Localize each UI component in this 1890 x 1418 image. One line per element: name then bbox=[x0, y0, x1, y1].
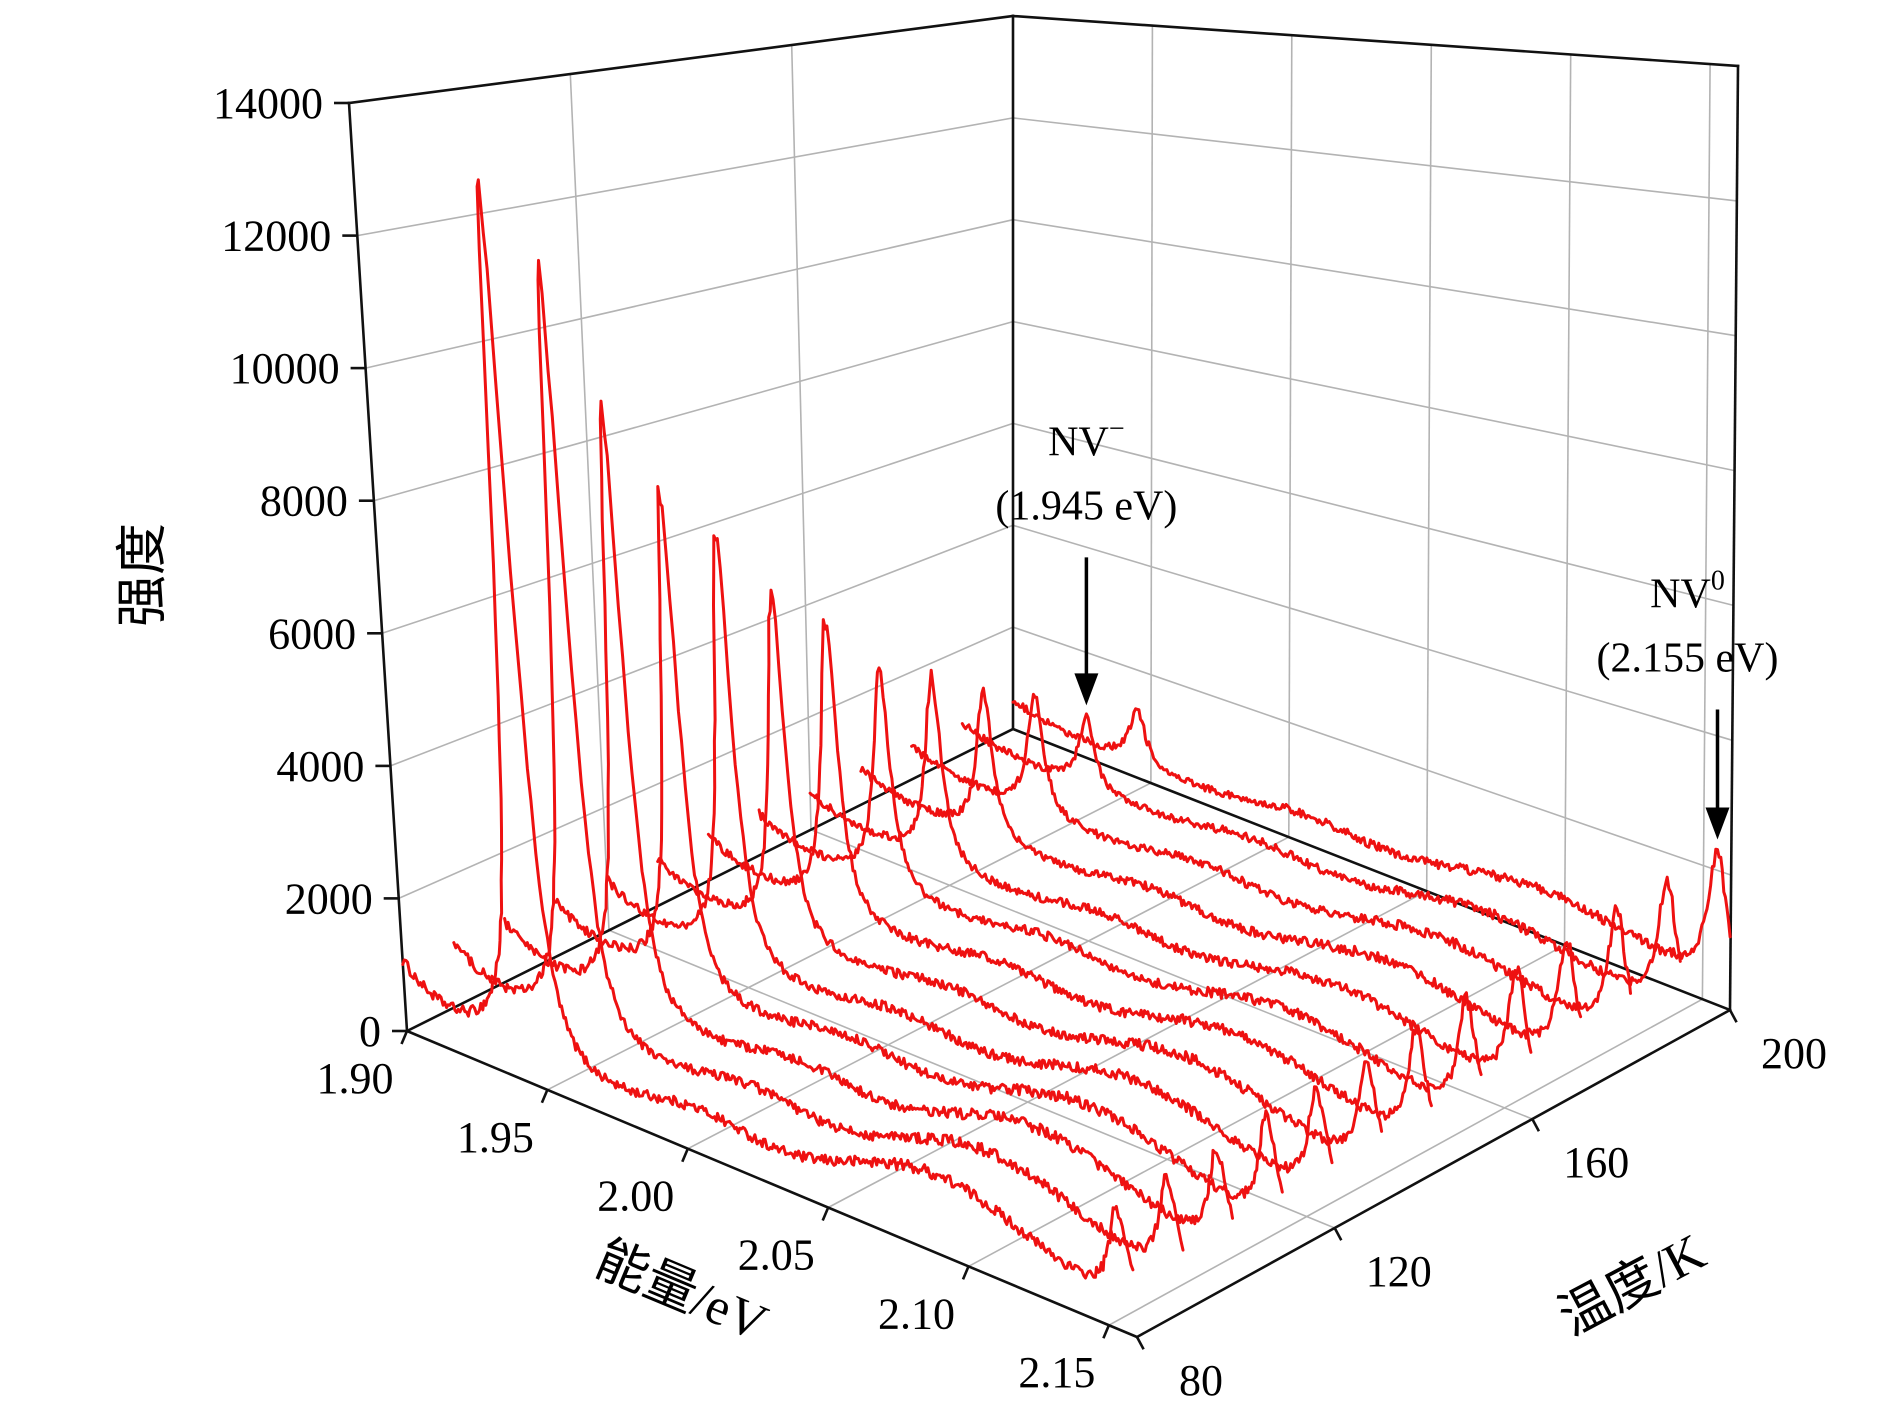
rightwall-grid-line bbox=[1288, 35, 1293, 838]
floor-grid-line bbox=[547, 782, 1152, 1091]
leftwall-grid-line bbox=[357, 117, 1014, 237]
annotation-arrowhead-icon bbox=[1074, 673, 1099, 706]
x-tick-label: 1.95 bbox=[457, 1113, 534, 1162]
x-tick-label: 2.00 bbox=[597, 1172, 674, 1221]
frame-edge bbox=[1728, 64, 1740, 1012]
y-tick bbox=[1728, 1009, 1738, 1023]
x-tick-label: 2.05 bbox=[738, 1231, 815, 1280]
rightwall-grid-line bbox=[1012, 218, 1736, 337]
frame-edge bbox=[347, 14, 1015, 105]
leftwall-grid-line bbox=[398, 626, 1014, 900]
annotation-arrowhead-icon bbox=[1705, 807, 1730, 840]
y-axis-label: 温度/K bbox=[1550, 1223, 1715, 1347]
y-tick bbox=[1531, 1118, 1541, 1132]
x-tick-label: 2.10 bbox=[878, 1289, 955, 1338]
frame-edge bbox=[405, 1029, 1139, 1339]
y-tick-label: 160 bbox=[1563, 1138, 1629, 1187]
spectrum-curve-160K bbox=[808, 668, 1533, 1065]
x-tick bbox=[400, 1030, 409, 1045]
x-tick-label: 1.90 bbox=[317, 1054, 394, 1103]
rightwall-grid-line bbox=[1012, 320, 1735, 472]
rightwall-grid-line bbox=[1012, 422, 1734, 607]
spectrum-curve-140K bbox=[706, 618, 1433, 1121]
spectrum-curve-110K bbox=[554, 485, 1284, 1200]
spectrum-curve-150K bbox=[757, 666, 1483, 1093]
rightwall-grid-line bbox=[1012, 626, 1732, 876]
rightwall-grid-line bbox=[1701, 64, 1711, 1000]
rightwall-grid-line bbox=[1150, 25, 1154, 784]
frame-edge bbox=[1135, 1008, 1732, 1339]
y-tick-label: 120 bbox=[1366, 1247, 1432, 1296]
leftwall-grid-line bbox=[569, 73, 610, 931]
annotation-sup-text: − bbox=[1109, 413, 1125, 444]
y-tick bbox=[1135, 1336, 1145, 1350]
spectrum-curve-130K bbox=[656, 588, 1384, 1146]
annotation-nv-minus-title: NV− bbox=[1048, 413, 1124, 465]
rightwall-grid-line bbox=[1563, 54, 1572, 946]
spectrum-curve-200K bbox=[1011, 700, 1732, 960]
annotation-nv-zero-title: NV0 bbox=[1650, 566, 1725, 618]
z-tick-label: 10000 bbox=[230, 344, 340, 393]
rightwall-grid-line bbox=[1012, 117, 1737, 202]
annotation-nv-minus-energy: (1.945 eV) bbox=[995, 483, 1177, 529]
frame-edge bbox=[347, 101, 409, 1033]
spectrum-curve-80K bbox=[401, 178, 1135, 1280]
annotation-nv-zero-energy: (2.155 eV) bbox=[1597, 636, 1779, 682]
spectra-layer bbox=[401, 178, 1732, 1280]
z-tick-label: 0 bbox=[359, 1007, 381, 1056]
y-tick-label: 200 bbox=[1761, 1029, 1827, 1078]
y-tick-label: 80 bbox=[1179, 1356, 1223, 1405]
spectrum-curve-100K bbox=[503, 399, 1234, 1226]
spectrum-curve-170K bbox=[859, 686, 1583, 1040]
z-tick-label: 14000 bbox=[213, 79, 323, 128]
leftwall-grid-line bbox=[381, 422, 1014, 635]
rightwall-grid-line bbox=[1425, 44, 1433, 892]
spectrum-curve-120K bbox=[605, 534, 1334, 1174]
annotation-sup-text: 0 bbox=[1711, 566, 1725, 597]
leftwall-grid-line bbox=[365, 218, 1014, 369]
floor-grid-line bbox=[687, 836, 1290, 1150]
x-tick bbox=[821, 1206, 830, 1222]
z-tick-label: 12000 bbox=[221, 212, 331, 261]
leftwall-grid-line bbox=[373, 320, 1014, 502]
spectrum-curve-180K bbox=[910, 692, 1632, 1012]
x-tick bbox=[961, 1265, 970, 1280]
z-tick-label: 2000 bbox=[285, 874, 373, 923]
spectrum-curve-190K bbox=[960, 712, 1682, 987]
floor-grid-line bbox=[810, 828, 1533, 1120]
annotation-nv-minus: NV− (1.945 eV) bbox=[995, 413, 1177, 706]
x-tick bbox=[681, 1148, 689, 1163]
frame-edge bbox=[1011, 14, 1740, 68]
floor-grid-line bbox=[1108, 998, 1703, 1326]
x-tick-label: 2.15 bbox=[1018, 1348, 1095, 1397]
y-tick bbox=[1333, 1227, 1343, 1241]
z-axis-label: 强度 bbox=[115, 523, 172, 627]
z-tick-label: 6000 bbox=[268, 609, 356, 658]
axes-layer: 020004000600080001000012000140001.901.95… bbox=[213, 14, 1827, 1405]
annotation-nv-zero: NV0 (2.155 eV) bbox=[1597, 566, 1779, 840]
annotation-base-text: NV bbox=[1650, 572, 1711, 618]
spectrum-curve-90K bbox=[452, 258, 1185, 1253]
annotation-base-text: NV bbox=[1048, 419, 1109, 465]
x-tick bbox=[1102, 1324, 1111, 1339]
leftwall-grid-line bbox=[390, 524, 1014, 767]
frame-edge bbox=[1011, 727, 1732, 1012]
z-tick-label: 4000 bbox=[276, 742, 364, 791]
x-tick bbox=[540, 1089, 549, 1104]
rightwall-grid-line bbox=[1012, 524, 1733, 742]
floor-grid-line bbox=[608, 929, 1336, 1229]
leftwall-grid-line bbox=[790, 44, 812, 830]
z-tick-label: 8000 bbox=[260, 477, 348, 526]
